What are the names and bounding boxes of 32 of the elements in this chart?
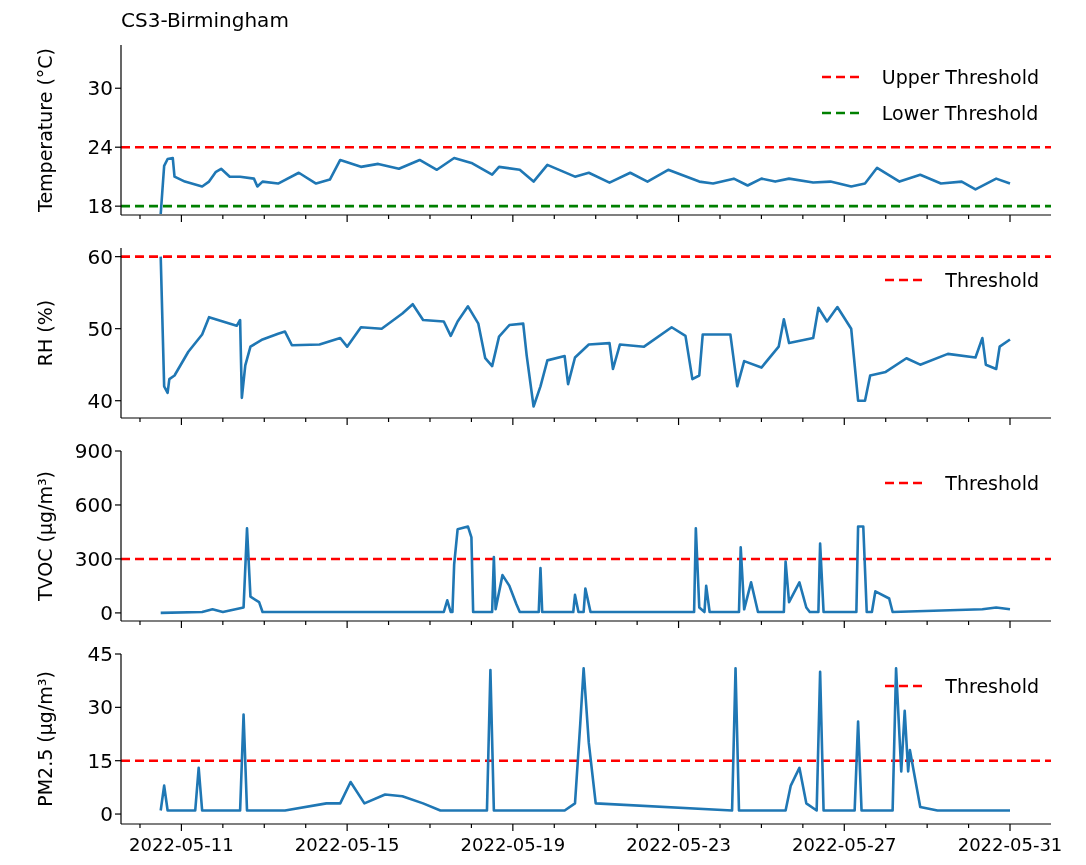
legend-label: Threshold (945, 269, 1039, 291)
y-tick-label: 0 (100, 802, 113, 827)
y-tick-label: 30 (87, 695, 113, 720)
y-tick-label: 300 (74, 547, 113, 572)
y-axis-title: RH (%) (33, 299, 56, 367)
x-tick-label: 2022-05-31 (957, 834, 1063, 855)
y-tick-label: 15 (87, 748, 113, 773)
chart-title: CS3-Birmingham (121, 8, 289, 32)
legend-label: Upper Threshold (881, 66, 1039, 88)
y-tick-label: 18 (87, 194, 113, 219)
y-tick-label: 24 (87, 135, 113, 160)
y-tick-label: 50 (87, 316, 113, 341)
y-axis-title: PM2.5 (μg/m³) (33, 671, 56, 807)
x-tick-label: 2022-05-23 (626, 834, 731, 855)
y-tick-label: 900 (74, 439, 113, 464)
legend-label: Threshold (945, 472, 1039, 494)
legend-label: Threshold (945, 675, 1039, 697)
x-tick-label: 2022-05-15 (294, 834, 400, 855)
y-tick-label: 60 (87, 244, 113, 269)
x-tick-label: 2022-05-19 (460, 834, 566, 855)
x-tick-label: 2022-05-27 (791, 834, 897, 855)
y-tick-label: 600 (74, 493, 113, 518)
x-tick-label: 2022-05-11 (129, 834, 234, 855)
y-tick-label: 40 (87, 388, 113, 413)
y-tick-label: 30 (87, 76, 113, 101)
legend-label: Lower Threshold (881, 102, 1039, 124)
y-tick-label: 45 (87, 642, 113, 667)
line-series (159, 156, 1012, 215)
y-axis-title: TVOC (μg/m³) (33, 470, 56, 603)
y-tick-label: 0 (100, 601, 113, 625)
y-axis-title: Temperature (°C) (33, 48, 56, 213)
line-series (159, 525, 1012, 615)
